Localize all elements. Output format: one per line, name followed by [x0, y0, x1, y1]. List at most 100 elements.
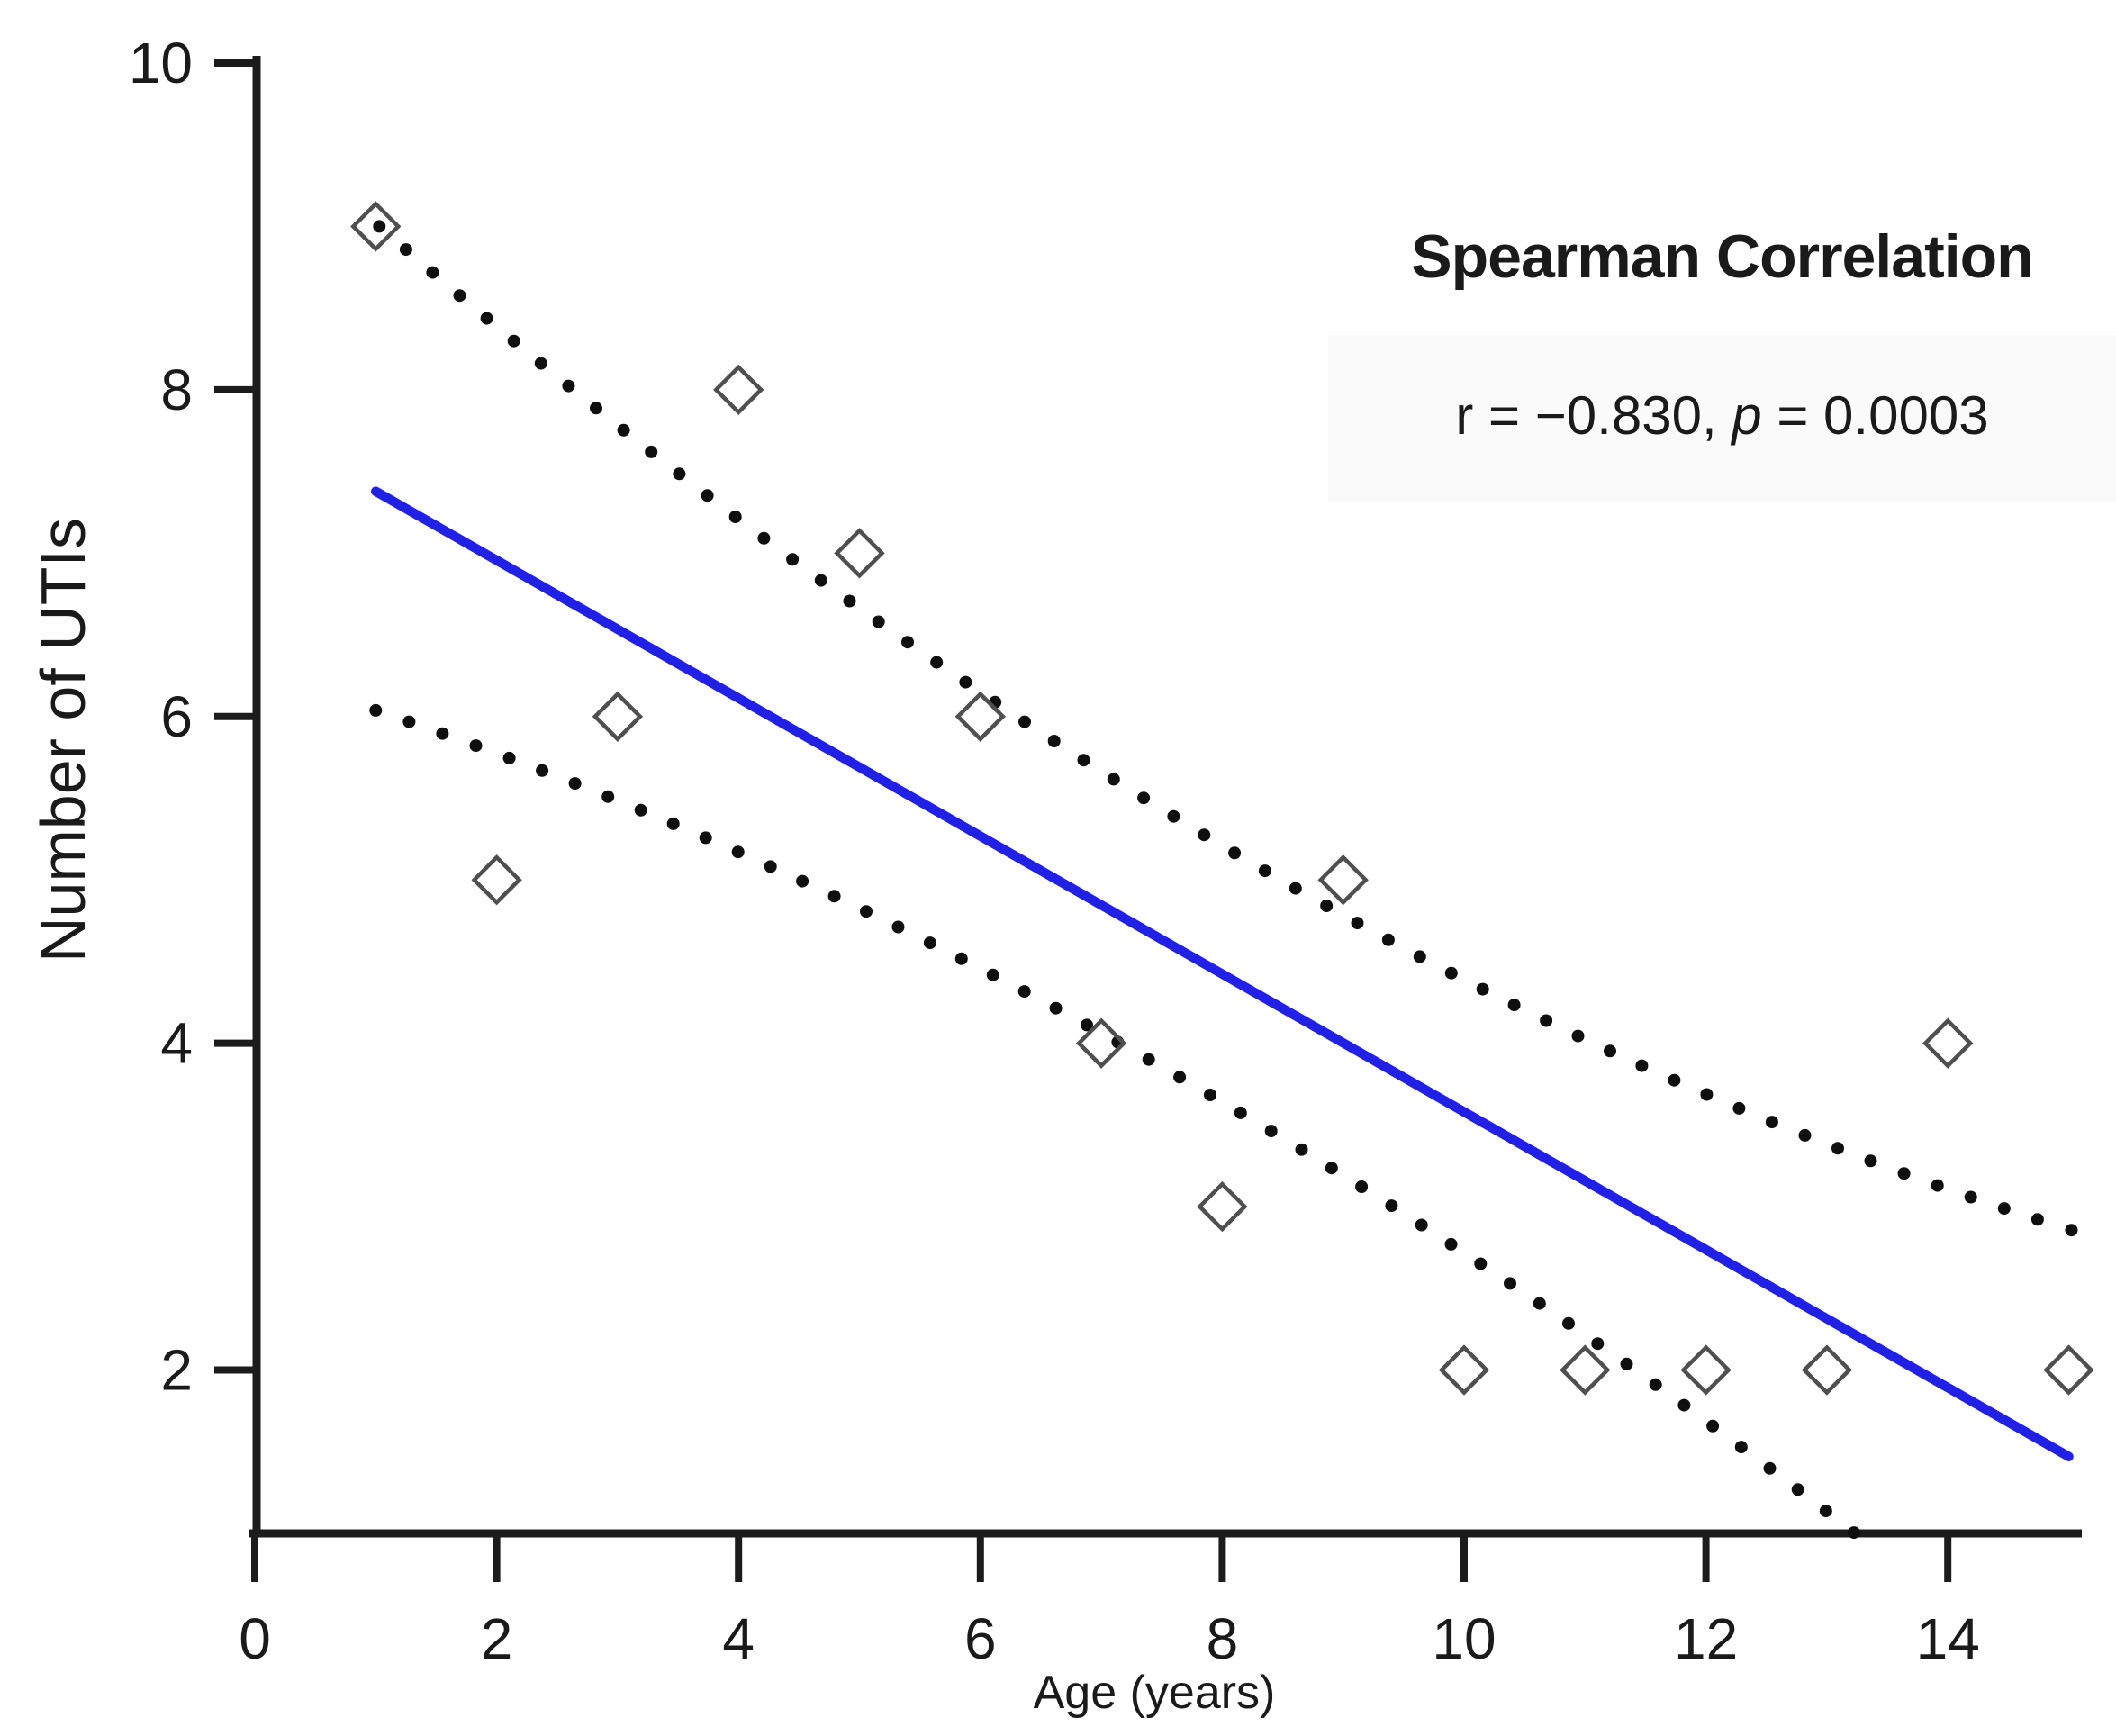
data-point-diamond	[1438, 1344, 1490, 1396]
x-tick-label: 10	[1432, 1606, 1496, 1671]
ci-upper-dot	[507, 334, 520, 348]
ci-upper-dot	[814, 574, 827, 587]
data-point-diamond	[1197, 1180, 1248, 1233]
ci-lower-dot	[402, 715, 416, 728]
ci-upper-dot	[1897, 1167, 1911, 1180]
ci-upper-dot	[1018, 715, 1031, 728]
ci-upper-dot	[2030, 1213, 2044, 1226]
ci-lower-dot	[1295, 1143, 1308, 1156]
ci-upper-dot	[480, 312, 493, 325]
stats-r-value: r = −0.830,	[1455, 385, 1732, 446]
ci-upper-dot	[426, 266, 439, 279]
ci-lower-dot	[1142, 1053, 1155, 1066]
ci-lower-dot	[1204, 1089, 1216, 1101]
ci-lower-dot	[369, 703, 383, 717]
data-point-diamond	[592, 691, 644, 742]
data-point-diamond	[1075, 1017, 1127, 1069]
ci-upper-dot	[562, 379, 575, 393]
data-point-diamond	[713, 364, 764, 416]
ci-upper-dot	[617, 423, 630, 437]
ci-lower-dot	[1049, 1001, 1063, 1015]
ci-upper-dot	[1077, 754, 1090, 767]
ci-lower-dot	[1385, 1199, 1398, 1213]
ci-upper-dot	[590, 402, 602, 415]
data-point-diamond	[1801, 1344, 1853, 1396]
ci-upper-dot	[1289, 882, 1302, 895]
ci-lower-dot	[1620, 1357, 1633, 1370]
ci-lower-dot	[1649, 1378, 1662, 1391]
ci-upper-dot	[1351, 917, 1364, 930]
ci-lower-dot	[699, 831, 712, 845]
ci-lower-dot	[1264, 1125, 1278, 1138]
ci-upper-dot	[1107, 773, 1120, 786]
data-point-diamond	[954, 691, 1006, 742]
ci-upper-dot	[645, 445, 658, 458]
ci-upper-dot	[1507, 999, 1521, 1012]
ci-lower-dot	[1533, 1297, 1546, 1310]
ci-upper-dot	[1997, 1202, 2011, 1216]
ci-lower-dot	[1677, 1398, 1691, 1412]
ci-lower-dot	[1791, 1483, 1804, 1496]
ci-upper-dot	[1476, 982, 1489, 996]
ci-upper-dot	[1413, 950, 1426, 963]
ci-lower-dot	[1819, 1505, 1832, 1518]
ci-upper-dot	[1540, 1014, 1553, 1027]
ci-upper-dot	[1635, 1059, 1649, 1072]
ci-upper-dot	[1864, 1154, 1877, 1168]
ci-upper-dot	[1137, 791, 1151, 805]
ci-lower-dot	[1234, 1106, 1247, 1119]
ci-lower-dot	[891, 920, 905, 934]
ci-upper-dot	[872, 615, 885, 628]
ci-upper-dot	[1732, 1101, 1746, 1115]
ci-upper-dot	[1167, 809, 1180, 823]
ci-upper-dot	[1668, 1073, 1681, 1087]
x-axis-title: Age (years)	[1033, 1667, 1276, 1719]
ci-upper-dot	[1798, 1128, 1812, 1142]
ci-upper-dot	[728, 511, 742, 523]
ci-lower-dot	[568, 777, 582, 791]
ci-upper-dot	[1931, 1179, 1944, 1192]
ci-lower-dot	[1591, 1337, 1605, 1351]
y-tick-label: 4	[160, 1011, 193, 1076]
ci-lower-dot	[923, 936, 936, 950]
ci-lower-dot	[536, 764, 549, 777]
ci-upper-dot	[1444, 966, 1458, 980]
data-point-diamond	[2043, 1344, 2094, 1396]
ci-upper-dot	[959, 675, 972, 689]
ci-upper-dot	[757, 531, 771, 545]
y-tick-label: 10	[129, 31, 193, 95]
data-point-diamond	[1560, 1344, 1611, 1396]
ci-lower-dot	[1355, 1180, 1369, 1193]
x-tick-label: 6	[964, 1606, 997, 1671]
regression-line	[371, 486, 2074, 1461]
x-tick-label: 0	[239, 1606, 271, 1671]
ci-upper-dot	[1258, 864, 1271, 878]
ci-lower-dot	[1474, 1257, 1488, 1270]
ci-upper-dot	[673, 467, 686, 481]
ci-upper-dot	[701, 489, 714, 502]
ci-lower-dot	[986, 968, 999, 981]
ci-lower-dot	[1173, 1071, 1187, 1084]
x-tick-label: 8	[1207, 1606, 1239, 1671]
ci-upper-dot	[786, 553, 800, 566]
ci-lower-dot	[1734, 1441, 1748, 1454]
ci-upper-dot	[1381, 933, 1395, 946]
ci-upper-dot	[1964, 1190, 1977, 1204]
ci-upper-dot	[1571, 1029, 1585, 1043]
x-tick-label: 12	[1674, 1606, 1738, 1671]
y-tick-label: 8	[160, 357, 193, 422]
data-point-diamond	[350, 201, 402, 252]
ci-lower-dot	[1081, 1018, 1093, 1032]
ci-upper-dot	[1228, 846, 1242, 860]
ci-lower-dot	[860, 905, 873, 918]
ci-upper-dot	[534, 357, 547, 370]
ci-lower-dot	[827, 890, 841, 903]
ci-lower-dot	[666, 817, 680, 830]
stats-p-value: = 0.0003	[1761, 385, 1989, 446]
ci-lower-dot	[502, 751, 516, 764]
ci-lower-dot	[731, 845, 745, 859]
ci-upper-dot	[1831, 1142, 1844, 1155]
ci-upper-dot	[1604, 1044, 1616, 1058]
